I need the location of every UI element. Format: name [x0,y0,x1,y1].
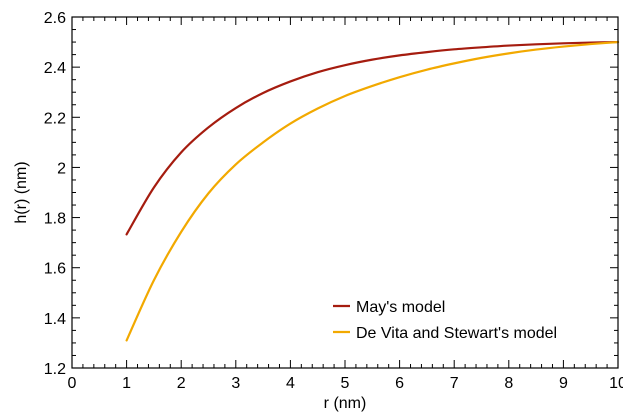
series-lines [125,40,620,342]
legend-label-0: May's model [356,299,445,316]
x-tick-label: 6 [395,375,404,392]
x-tick-label: 3 [231,375,240,392]
series-line-1 [125,40,620,342]
legend: May's model De Vita and Stewart's model [333,299,557,342]
plot-frame [71,16,619,369]
x-tick-label: 2 [177,375,186,392]
y-tick-label: 2.6 [44,10,66,27]
x-tick-label: 8 [504,375,513,392]
y-tick-label: 2 [57,160,66,177]
y-tick-label: 1.8 [44,211,66,228]
x-tick-label: 5 [341,375,350,392]
x-axis-label: r (nm) [324,395,367,412]
x-tick-label: 4 [286,375,295,392]
y-tick-label: 1.2 [44,361,66,378]
x-tick-label: 10 [609,375,623,392]
y-tick-label: 2.2 [44,110,66,127]
x-tick-label: 7 [450,375,459,392]
y-tick-label: 1.6 [44,261,66,278]
y-tick-labels: 1.2 1.4 1.6 1.8 2 2.2 2.4 2.6 [44,10,66,378]
x-tick-label: 0 [68,375,77,392]
minor-ticks [72,17,618,368]
y-tick-label: 2.4 [44,60,66,77]
x-tick-labels: 0 1 2 3 4 5 6 7 8 9 10 [68,375,623,392]
legend-label-1: De Vita and Stewart's model [356,325,557,342]
y-tick-label: 1.4 [44,311,66,328]
y-axis-label: h(r) (nm) [13,161,30,223]
series-line-0 [125,40,620,236]
x-tick-label: 9 [559,375,568,392]
major-ticks [71,16,619,369]
x-tick-label: 1 [122,375,131,392]
